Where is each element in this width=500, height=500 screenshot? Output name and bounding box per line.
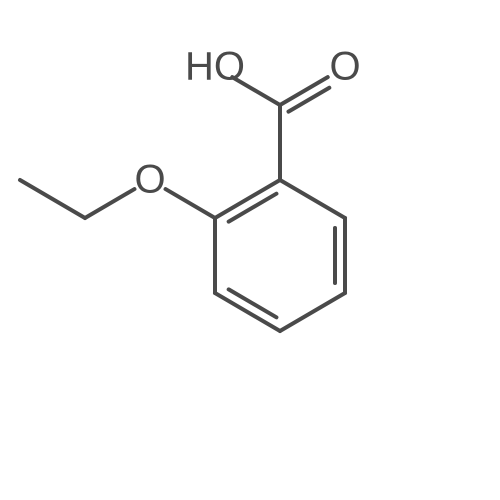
atom-label-o9: HO [185,45,245,89]
atom-label-o10: O [134,158,165,202]
atom-label-o8: O [329,45,360,89]
chemical-structure: O HO O [0,0,500,500]
